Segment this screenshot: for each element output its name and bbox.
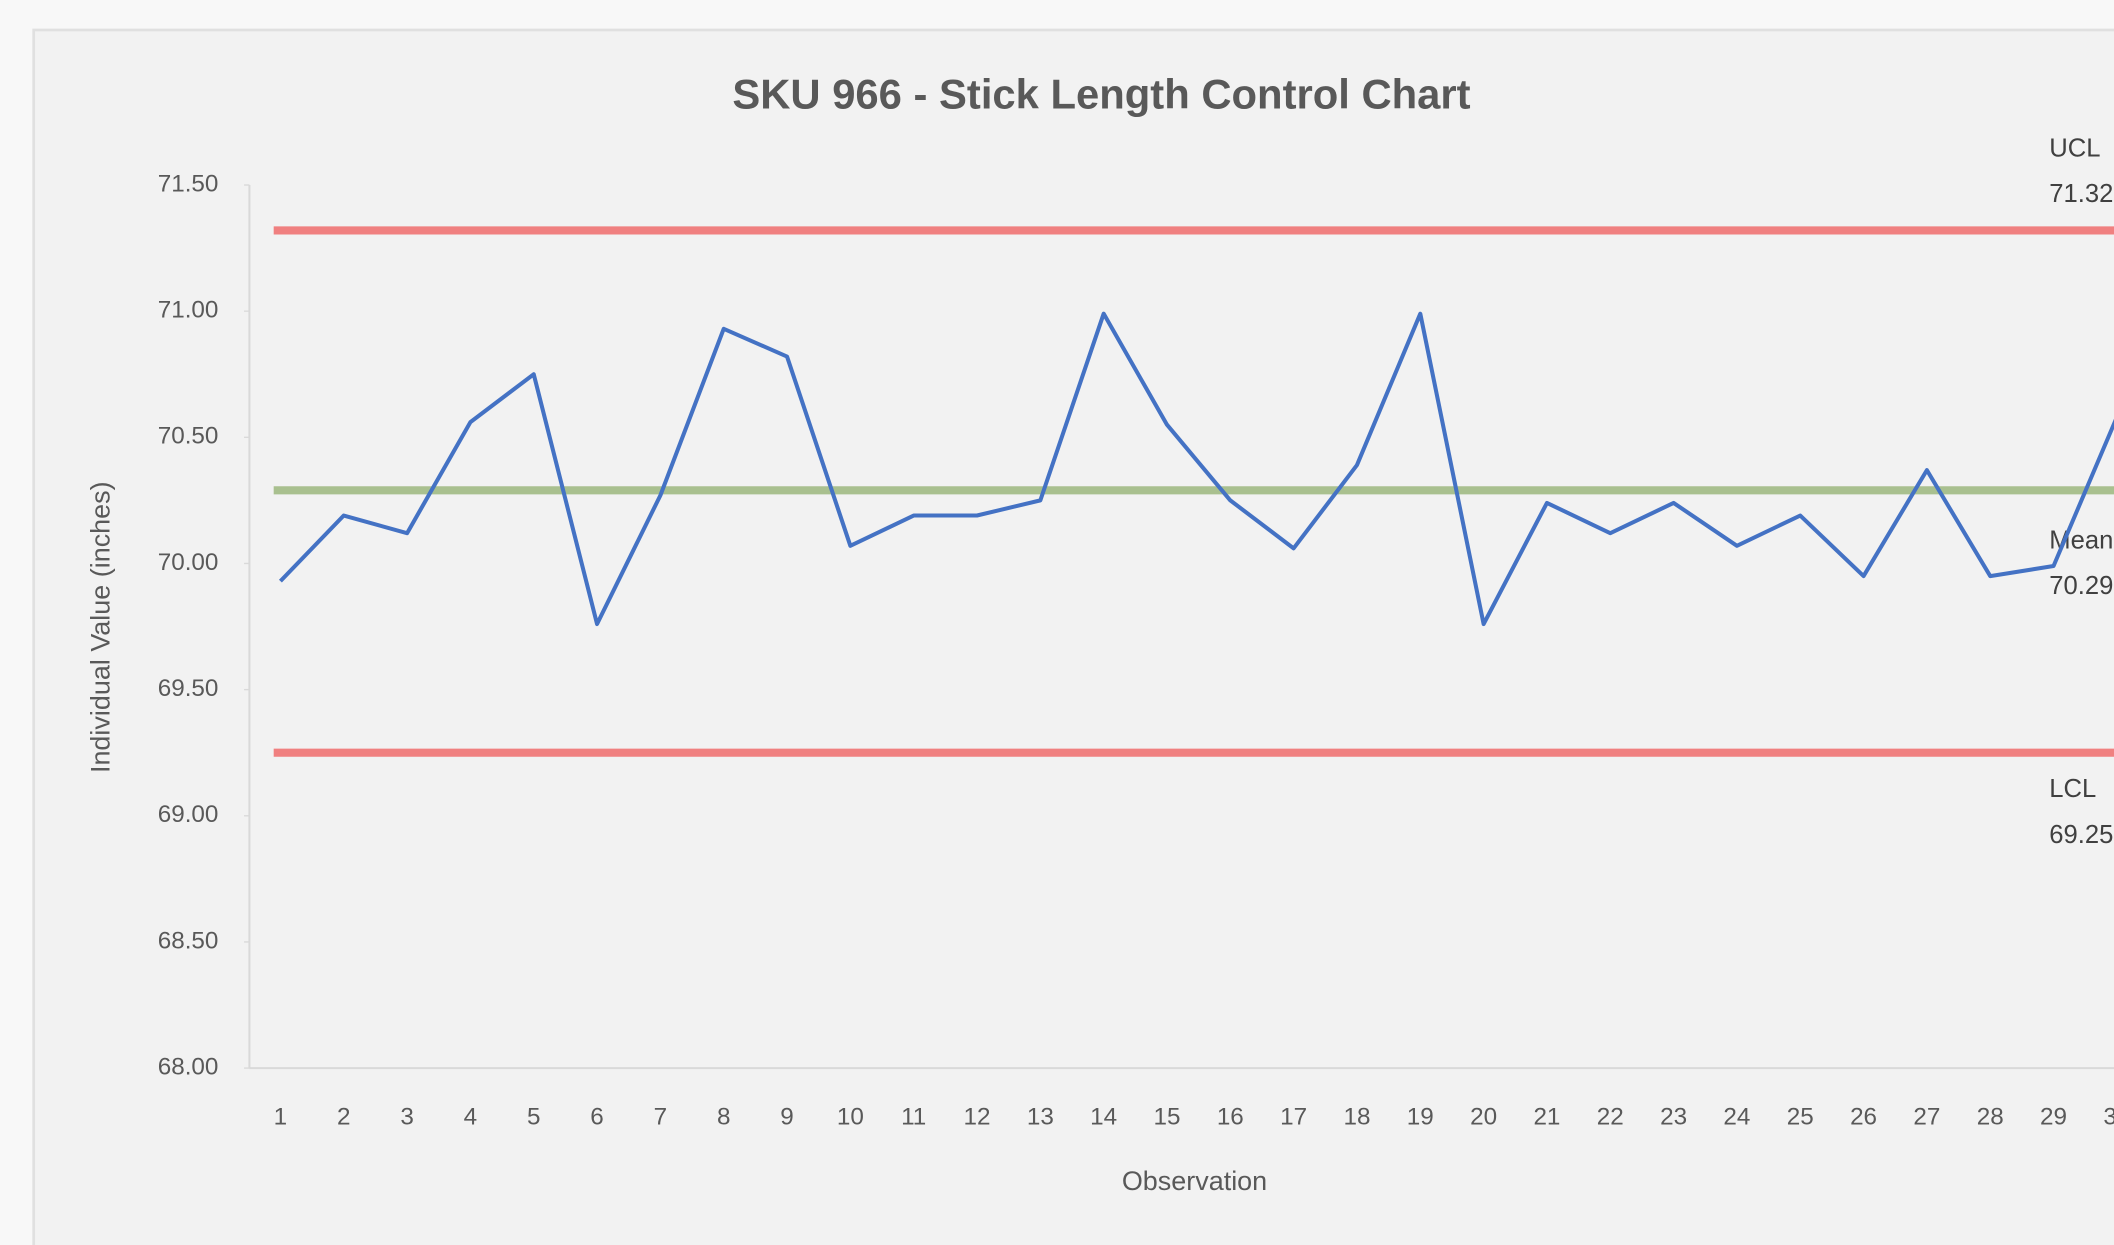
- y-tick-label: 71.00: [158, 297, 219, 324]
- x-tick-label: 1: [274, 1103, 288, 1130]
- control-line-value: 70.29: [2049, 572, 2113, 600]
- x-tick-label: 2: [337, 1103, 351, 1130]
- chart-title: SKU 966 - Stick Length Control Chart: [732, 70, 1470, 117]
- y-tick-label: 71.50: [158, 170, 219, 197]
- control-line-name: LCL: [2049, 775, 2096, 803]
- x-tick-label: 30: [2103, 1103, 2114, 1130]
- y-tick-label: 69.50: [158, 675, 219, 702]
- x-tick-label: 9: [780, 1103, 794, 1130]
- x-tick-label: 4: [464, 1103, 478, 1130]
- y-axis-title: Individual Value (inches): [86, 481, 116, 773]
- x-tick-label: 26: [1850, 1103, 1877, 1130]
- x-tick-label: 15: [1153, 1103, 1180, 1130]
- y-tick-label: 70.50: [158, 423, 219, 450]
- data-line: [278, 311, 2114, 627]
- y-tick-label: 68.00: [158, 1053, 219, 1080]
- control-line-value: 71.32: [2049, 180, 2113, 208]
- x-tick-label: 20: [1470, 1103, 1497, 1130]
- x-tick-label: 13: [1027, 1103, 1054, 1130]
- control-line-value: 69.25: [2049, 821, 2113, 849]
- x-tick-label: 29: [2040, 1103, 2067, 1130]
- x-tick-label: 11: [901, 1103, 926, 1130]
- x-tick-label: 23: [1660, 1103, 1687, 1130]
- x-tick-label: 18: [1343, 1103, 1370, 1130]
- chart-area: [32, 28, 2114, 1245]
- x-tick-label: 16: [1217, 1103, 1244, 1130]
- x-tick-label: 5: [527, 1103, 541, 1130]
- y-tick-label: 68.50: [158, 927, 219, 954]
- x-tick-label: 14: [1090, 1103, 1117, 1130]
- x-tick-label: 25: [1787, 1103, 1814, 1130]
- control-line-name: UCL: [2049, 134, 2100, 162]
- x-tick-label: 3: [400, 1103, 414, 1130]
- x-tick-label: 7: [654, 1103, 668, 1130]
- x-tick-label: 12: [964, 1103, 991, 1130]
- x-tick-label: 19: [1407, 1103, 1434, 1130]
- x-tick-label: 21: [1533, 1103, 1560, 1130]
- x-tick-label: 22: [1597, 1103, 1624, 1130]
- x-tick-label: 24: [1723, 1103, 1750, 1130]
- x-tick-label: 28: [1977, 1103, 2004, 1130]
- x-tick-label: 8: [717, 1103, 731, 1130]
- x-tick-label: 10: [837, 1103, 864, 1130]
- x-tick-label: 27: [1913, 1103, 1940, 1130]
- x-tick-label: 6: [590, 1103, 604, 1130]
- y-tick-label: 70.00: [158, 549, 219, 576]
- x-axis-title: Observation: [1122, 1166, 1267, 1196]
- y-tick-label: 69.00: [158, 801, 219, 828]
- x-tick-label: 17: [1280, 1103, 1307, 1130]
